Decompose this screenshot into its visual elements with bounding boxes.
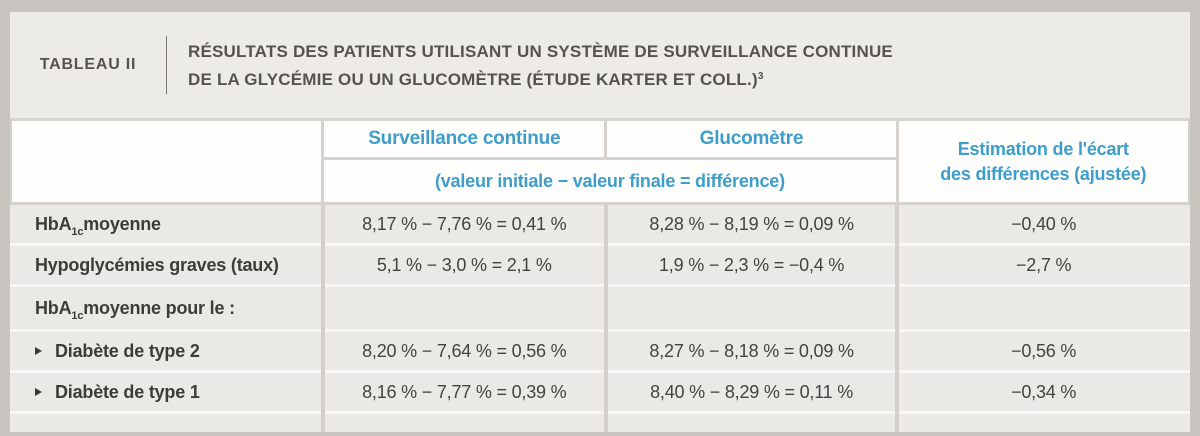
estimation-line2: des différences (ajustée): [940, 163, 1147, 184]
column-divider: [895, 205, 900, 432]
cgm-value: 8,20 % − 7,64 % = 0,56 %: [362, 340, 567, 361]
column-divider: [603, 205, 608, 432]
table-row: Hypoglycémies graves (taux) 5,1 % − 3,0 …: [10, 246, 1190, 287]
column-divider: [320, 205, 325, 432]
bgm-value: 8,40 % − 8,29 % = 0,11 %: [650, 381, 854, 402]
difference-estimate-value: −0,56 %: [1011, 340, 1077, 361]
table-row-group-header: HbA 1c moyenne pour le :: [10, 287, 1190, 332]
cgm-value: 5,1 % − 3,0 % = 2,1 %: [376, 254, 552, 275]
row-label: HbA 1c moyenne: [35, 213, 161, 238]
table-row: HbA 1c moyenne 8,17 % − 7,76 % = 0,41 % 8…: [10, 205, 1190, 246]
row-label: Hypoglycémies graves (taux): [35, 254, 279, 275]
difference-estimate-value: −2,7 %: [1015, 254, 1072, 275]
table-caption-band: TABLEAU II RÉSULTATS DES PATIENTS UTILIS…: [10, 12, 1190, 118]
estimation-line1: Estimation de l'écart: [957, 138, 1129, 159]
header-cell-continuous-monitoring: Surveillance continue: [324, 121, 605, 157]
cgm-value: 8,17 % − 7,76 % = 0,41 %: [362, 213, 567, 234]
bgm-value: 1,9 % − 2,3 % = −0,4 %: [658, 254, 845, 275]
vertical-divider: [166, 36, 167, 94]
bullet-triangle-icon: [35, 347, 42, 355]
header-cell-estimation: Estimation de l'écart des différences (a…: [898, 121, 1188, 202]
row-label: Diabète de type 2: [10, 341, 323, 362]
header-cell-glucometer: Glucomètre: [607, 121, 896, 157]
row-label: HbA 1c moyenne pour le :: [35, 297, 235, 322]
difference-estimate-value: −0,34 %: [1011, 381, 1077, 402]
bullet-triangle-icon: [35, 388, 42, 396]
bgm-value: 8,27 % − 8,18 % = 0,09 %: [649, 340, 854, 361]
cgm-value: 8,16 % − 7,77 % = 0,39 %: [362, 381, 567, 402]
table-header: Surveillance continue Glucomètre (valeur…: [10, 118, 1190, 205]
table-row: Diabète de type 2 8,20 % − 7,64 % = 0,56…: [10, 332, 1190, 373]
table-row: Diabète de type 1 8,16 % − 7,77 % = 0,39…: [10, 373, 1190, 414]
bgm-value: 8,28 % − 8,19 % = 0,09 %: [649, 213, 854, 234]
table-body: HbA 1c moyenne 8,17 % − 7,76 % = 0,41 % 8…: [10, 205, 1190, 432]
table-title: RÉSULTATS DES PATIENTS UTILISANT UN SYST…: [167, 39, 893, 92]
reference-footnote: 3: [757, 70, 764, 82]
header-cell-formula: (valeur initiale − valeur finale = diffé…: [324, 160, 896, 202]
table-number-label: TABLEAU II: [39, 56, 137, 73]
table-panel: TABLEAU II RÉSULTATS DES PATIENTS UTILIS…: [10, 12, 1190, 432]
table-title-line1: RÉSULTATS DES PATIENTS UTILISANT UN SYST…: [188, 41, 893, 61]
difference-estimate-value: −0,40 %: [1011, 213, 1077, 234]
header-cell-blank: [12, 121, 322, 202]
table-title-line2: DE LA GLYCÉMIE OU UN GLUCOMÈTRE (ÉTUDE K…: [188, 69, 758, 89]
row-label: Diabète de type 1: [10, 382, 323, 403]
